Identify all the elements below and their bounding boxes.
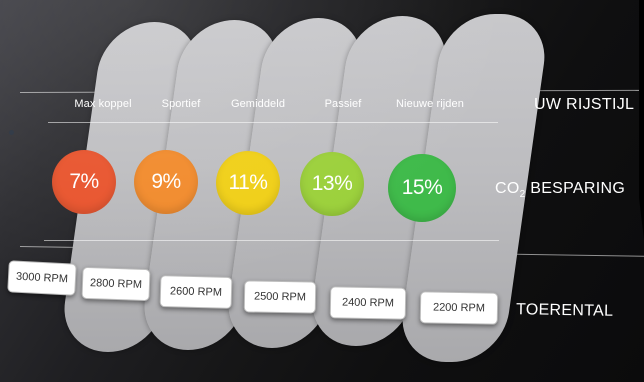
- style-label-nieuwe-rijden: Nieuwe rijden: [396, 98, 464, 110]
- row-title-co2-prefix: CO: [495, 180, 520, 197]
- row-title-rpm: TOERENTAL: [515, 301, 614, 320]
- rpm-box-extra: 2200 RPM: [419, 291, 499, 325]
- saving-badge-passief: 13%: [300, 152, 364, 216]
- pill-row-divider-top: [48, 122, 498, 123]
- rpm-box-passief: 2500 RPM: [243, 280, 317, 314]
- row-title-co2-suffix: BESPARING: [525, 180, 626, 197]
- pill-row-divider-bottom: [44, 240, 499, 241]
- saving-badge-nieuwe-rijden: 15%: [388, 154, 456, 222]
- saving-badge-gemiddeld: 11%: [216, 151, 280, 215]
- style-label-max-koppel: Max koppel: [74, 98, 132, 110]
- rpm-box-gemiddeld: 2600 RPM: [159, 275, 233, 309]
- rpm-box-sportief: 2800 RPM: [81, 266, 151, 302]
- style-label-sportief: Sportief: [161, 98, 201, 110]
- saving-badge-sportief: 9%: [134, 150, 198, 214]
- saving-badge-max-koppel: 7%: [52, 150, 116, 214]
- row-title-style: UW RIJSTIJL: [534, 96, 635, 113]
- row-title-co2: CO2 BESPARING: [495, 180, 625, 200]
- style-label-passief: Passief: [324, 98, 362, 110]
- row-title-co2-subscript: 2: [519, 189, 526, 201]
- style-label-gemiddeld: Gemiddeld: [230, 98, 286, 110]
- rpm-box-max-koppel: 3000 RPM: [7, 260, 77, 296]
- rpm-box-nieuwe-rijden: 2400 RPM: [329, 286, 407, 320]
- camera-lens: [9, 130, 14, 135]
